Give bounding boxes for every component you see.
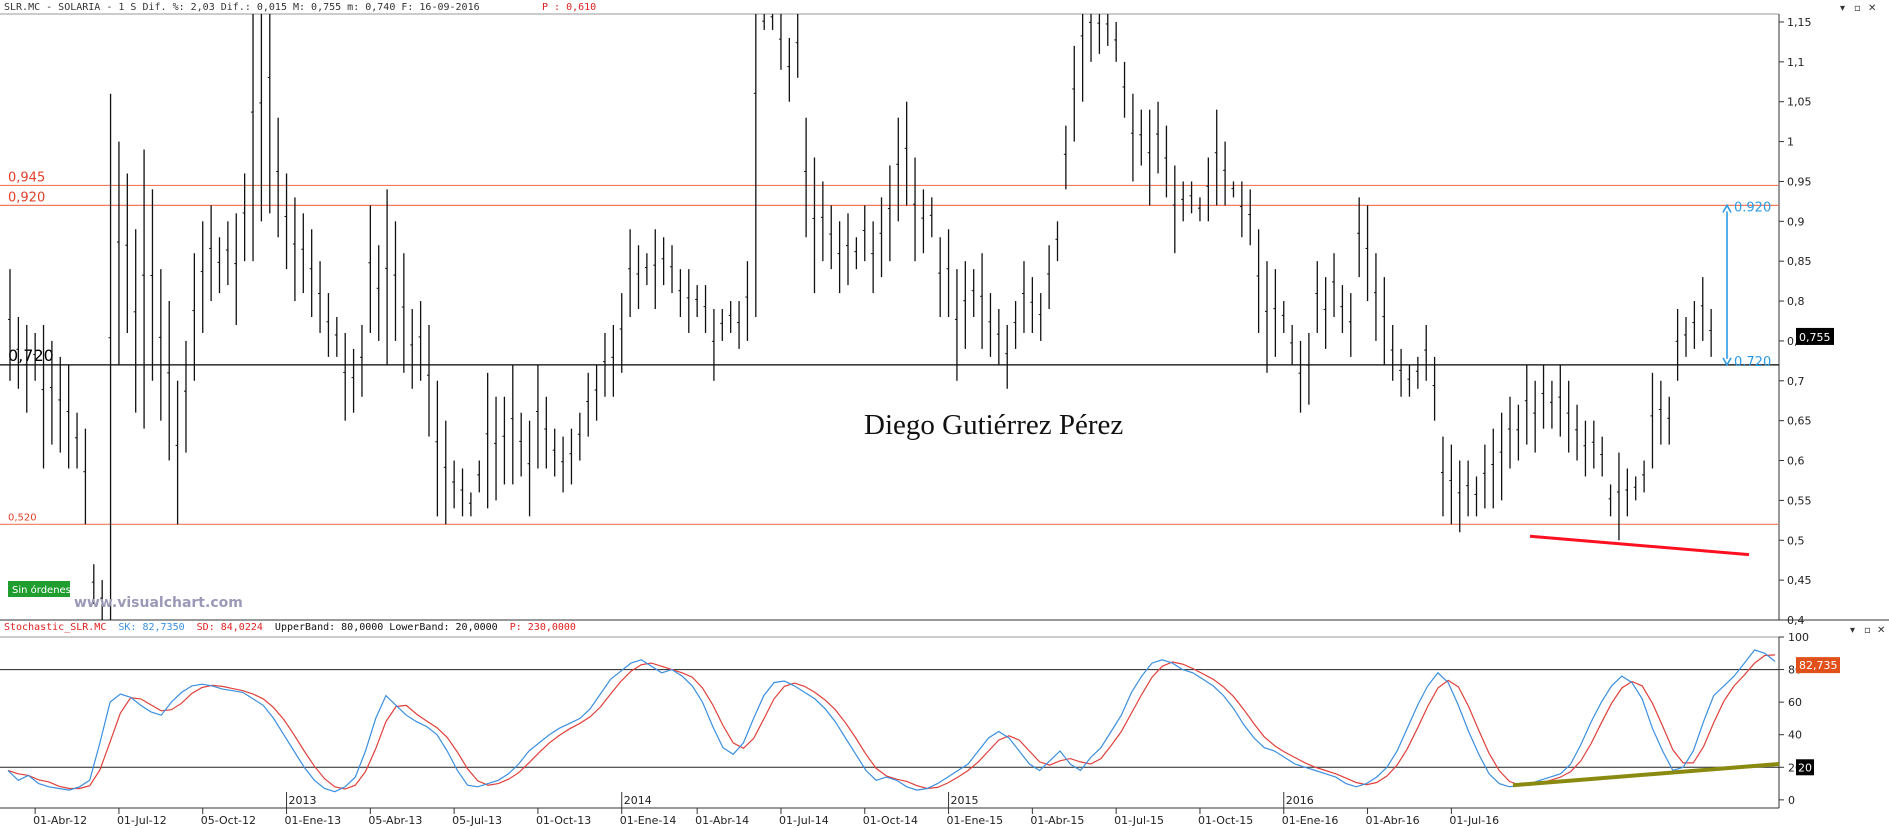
stoch-band-tag-bg [1796, 759, 1814, 776]
maximize-icon[interactable]: ▫ [1854, 3, 1861, 14]
price-tick-label: 1,05 [1787, 96, 1812, 109]
price-header: SLR.MC - SOLARIA - 1 S Dif. %: 2,03 Dif.… [4, 2, 596, 13]
arrow-head-up [1722, 203, 1732, 213]
time-tick-label: 01-Abr-12 [33, 814, 87, 827]
stoch-last-tag-bg [1796, 657, 1840, 674]
year-label: 2016 [1286, 794, 1314, 807]
time-axis: 01-Abr-12 01-Jul-12 05-Oct-12 01-Ene-13 05-A… [33, 792, 1499, 827]
minimize-icon[interactable]: ▾ [1850, 625, 1855, 636]
maximize-icon[interactable]: ▫ [1864, 625, 1871, 636]
stoch-last-tag-label: 82,735 [1799, 659, 1838, 672]
year-label: 2014 [624, 794, 652, 807]
time-tick-label: 05-Abr-13 [368, 814, 422, 827]
price-tick-label: 0,85 [1787, 255, 1812, 268]
last-price-tag: 0,755 [1796, 327, 1834, 345]
target-arrow[interactable]: 0.920 0.720 [1722, 200, 1771, 370]
arrow-head-down [1722, 357, 1732, 367]
minimize-icon[interactable]: ▾ [1840, 3, 1845, 14]
time-tick-label: 01-Jul-15 [1114, 814, 1164, 827]
stoch-name-text: Stochastic_SLR.MC [4, 622, 106, 633]
price-tick-label: 1 [1787, 136, 1794, 149]
price-axis: 1,151,11,0510,950,90,850,80,750,70,650,6… [1779, 16, 1812, 627]
time-tick-label: 01-Oct-13 [536, 814, 591, 827]
orders-badge[interactable]: Sin órdenes [8, 581, 71, 597]
time-tick-label: 01-Ene-14 [620, 814, 677, 827]
orders-badge-label: Sin órdenes [12, 584, 71, 596]
price-tick-label: 0,7 [1787, 375, 1805, 388]
close-icon[interactable]: ✕ [1877, 625, 1885, 636]
level-label: 0,520 [8, 512, 37, 523]
stoch-panel-controls[interactable]: ▾ ▫ ✕ [1850, 625, 1885, 636]
divergence-line-olive[interactable] [1512, 762, 1780, 788]
stoch-p-text: P: 230,0000 [510, 622, 576, 633]
price-tick-label: 1,1 [1787, 56, 1805, 69]
horizontal-levels[interactable]: 0,945 0,920 0,720 0,520 [0, 170, 1779, 525]
year-label: 2015 [951, 794, 979, 807]
stoch-lines [7, 649, 1780, 793]
price-tick-label: 0,9 [1787, 215, 1805, 228]
time-tick-label: 01-Ene-13 [285, 814, 342, 827]
stoch-sk-text: SK: 82,7350 [118, 622, 184, 633]
time-tick-label: 01-Oct-15 [1198, 814, 1253, 827]
time-tick-label: 01-Ene-15 [947, 814, 1004, 827]
last-price-tag-label: 0,755 [1799, 331, 1831, 344]
top-panel-controls[interactable]: ▾ ▫ ✕ [1840, 3, 1876, 14]
level-label: 0,720 [8, 346, 54, 365]
time-tick-label: 01-Oct-14 [863, 814, 918, 827]
price-info-text: SLR.MC - SOLARIA - 1 S Dif. %: 2,03 Dif.… [4, 2, 480, 13]
stoch-tick-label: 40 [1788, 729, 1802, 742]
price-tick-label: 0,95 [1787, 175, 1812, 188]
divergence-line-red[interactable] [1529, 534, 1750, 557]
time-tick-label: 01-Ene-16 [1282, 814, 1339, 827]
price-tick-label: 0,65 [1787, 415, 1812, 428]
stoch-tick-label: 60 [1788, 696, 1802, 709]
author-watermark: Diego Gutiérrez Pérez [864, 409, 1123, 441]
price-divergence-line[interactable] [1529, 534, 1750, 557]
price-tick-label: 0,6 [1787, 455, 1805, 468]
stochastic-header: Stochastic_SLR.MC SK: 82,7350 SD: 84,022… [4, 622, 576, 633]
stoch-tick-label: 100 [1788, 631, 1809, 644]
time-tick-label: 01-Jul-14 [779, 814, 829, 827]
price-tick-label: 0,45 [1787, 574, 1812, 587]
stoch-tags: 82,735 20 [1796, 657, 1840, 776]
time-tick-label: 01-Abr-16 [1366, 814, 1420, 827]
stoch-sk-line [7, 649, 1776, 793]
price-tick-label: 0,8 [1787, 295, 1805, 308]
level-label: 0,945 [8, 170, 45, 185]
orders-badge-bg [8, 581, 70, 597]
price-tick-label: 0,4 [1787, 614, 1805, 627]
price-tick-label: 0,55 [1787, 494, 1812, 507]
year-label: 2013 [289, 794, 317, 807]
stoch-band-tag-label: 20 [1798, 761, 1812, 774]
stoch-tick-label: 0 [1788, 794, 1795, 807]
last-price-tag-bg [1796, 327, 1834, 345]
arrow-label-bottom: 0.720 [1734, 355, 1771, 370]
time-tick-label: 01-Jul-12 [117, 814, 167, 827]
close-icon[interactable]: ✕ [1868, 3, 1876, 14]
stoch-name: Stochastic_SLR.MC SK: 82,7350 SD: 84,022… [4, 622, 576, 633]
time-tick-label: 05-Oct-12 [201, 814, 256, 827]
brand-watermark[interactable]: www.visualchart.com [74, 595, 243, 611]
time-tick-label: 01-Jul-16 [1449, 814, 1499, 827]
time-tick-label: 01-Abr-15 [1030, 814, 1084, 827]
arrow-label-top: 0.920 [1734, 200, 1771, 215]
ohlc-bars [8, 14, 1712, 620]
stoch-sd-text: SD: 84,0224 [197, 622, 263, 633]
p-value-text: P : 0,610 [542, 2, 596, 13]
time-tick-label: 01-Abr-14 [695, 814, 749, 827]
price-tick-label: 1,15 [1787, 16, 1812, 29]
stoch-sd-line [7, 654, 1776, 790]
price-tick-label: 0,5 [1787, 534, 1805, 547]
stoch-bands-text: UpperBand: 80,0000 LowerBand: 20,0000 [275, 622, 498, 633]
level-label: 0,920 [8, 190, 45, 205]
time-tick-label: 05-Jul-13 [452, 814, 502, 827]
